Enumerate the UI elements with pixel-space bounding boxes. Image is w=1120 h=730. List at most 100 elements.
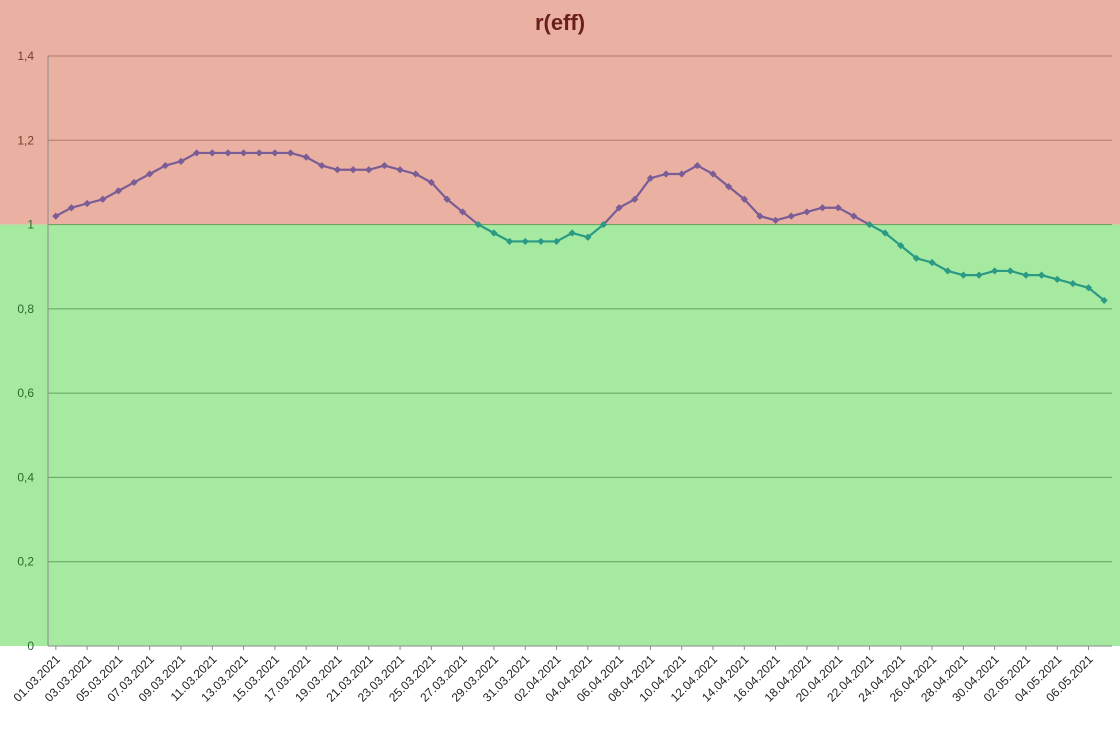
data-point	[67, 204, 76, 212]
data-point	[552, 237, 561, 246]
data-point	[224, 149, 232, 157]
data-point	[850, 212, 858, 220]
data-point	[412, 170, 420, 178]
series-segment	[586, 223, 605, 239]
y-tick-label: 1,4	[17, 49, 34, 63]
background-bands	[0, 0, 1120, 647]
data-point	[114, 187, 123, 195]
series-segment	[117, 181, 136, 192]
series-segment	[148, 164, 167, 176]
data-point	[349, 166, 357, 174]
series-segment	[101, 189, 120, 201]
data-point	[459, 208, 467, 216]
data-point	[912, 254, 921, 262]
y-axis-ticks: 0 0,2 0,4 0,6 0,8 1 1,2 1,4	[17, 49, 34, 653]
series-segment	[868, 223, 887, 235]
data-point	[599, 220, 608, 229]
y-tick-label: 0,2	[17, 555, 34, 569]
series-segment	[305, 156, 323, 167]
data-point	[521, 237, 529, 246]
data-point	[662, 170, 670, 178]
data-point	[615, 204, 623, 212]
data-point	[286, 149, 295, 157]
data-point	[99, 195, 107, 203]
data-point	[365, 166, 373, 174]
series-segment	[1087, 286, 1106, 302]
data-point	[865, 220, 874, 229]
data-point	[834, 204, 842, 212]
series-segment	[633, 177, 652, 201]
data-point	[709, 170, 717, 178]
y-tick-label: 1,2	[17, 133, 34, 147]
series-segment	[680, 164, 699, 176]
data-point	[1006, 267, 1014, 275]
data-point	[318, 161, 326, 170]
data-point	[1037, 271, 1046, 279]
data-point	[333, 166, 342, 174]
data-point	[161, 161, 169, 170]
data-point	[239, 149, 248, 157]
data-point	[208, 149, 216, 157]
series-segment	[899, 244, 918, 260]
series-segment	[555, 231, 574, 243]
data-point	[255, 149, 263, 157]
data-point	[271, 149, 279, 157]
data-point	[693, 161, 701, 170]
data-point	[959, 271, 967, 279]
series-segment	[602, 206, 621, 226]
series-segment	[414, 172, 433, 184]
data-point	[396, 166, 404, 174]
data-point	[646, 174, 655, 182]
data-point	[568, 229, 576, 237]
series-segment	[179, 151, 198, 163]
series-segment	[711, 172, 730, 188]
series-segment	[477, 223, 496, 235]
below-threshold-band	[0, 224, 1120, 647]
data-point	[1053, 275, 1061, 283]
axes	[47, 56, 1112, 647]
data-point	[177, 157, 185, 165]
series-segment	[132, 172, 151, 184]
data-point	[146, 170, 154, 178]
data-point	[740, 195, 748, 203]
series-segment	[430, 181, 449, 201]
gridlines	[48, 55, 1112, 563]
data-point	[1069, 279, 1077, 288]
y-tick-label: 1	[27, 218, 34, 232]
data-point	[1084, 284, 1093, 292]
series-segment	[696, 164, 715, 176]
series-segment	[54, 206, 73, 218]
data-point	[818, 204, 827, 212]
data-point	[787, 212, 795, 220]
data-point	[975, 271, 983, 279]
data-point	[380, 161, 389, 170]
data-point	[678, 170, 686, 178]
data-point	[897, 242, 905, 250]
chart-title: r(eff)	[535, 10, 585, 35]
data-point	[631, 195, 639, 203]
series-segment	[852, 215, 871, 226]
data-point	[584, 233, 592, 241]
data-point	[302, 153, 310, 161]
y-tick-label: 0,8	[17, 302, 34, 316]
series-points	[52, 149, 1108, 305]
series-segment	[461, 210, 480, 226]
series-segment	[727, 185, 746, 201]
data-point	[944, 267, 952, 275]
data-point	[443, 195, 451, 203]
data-point	[771, 216, 780, 224]
data-point	[725, 183, 733, 191]
series-segment	[837, 206, 855, 218]
data-point	[474, 220, 482, 229]
series-segment	[618, 198, 636, 209]
series-segment	[884, 231, 902, 247]
data-point	[1100, 296, 1108, 305]
series-segment	[930, 261, 949, 273]
data-point	[1022, 271, 1030, 279]
data-point	[881, 229, 889, 237]
data-point	[537, 237, 545, 246]
data-point	[130, 178, 138, 187]
y-tick-label: 0,6	[17, 386, 34, 400]
